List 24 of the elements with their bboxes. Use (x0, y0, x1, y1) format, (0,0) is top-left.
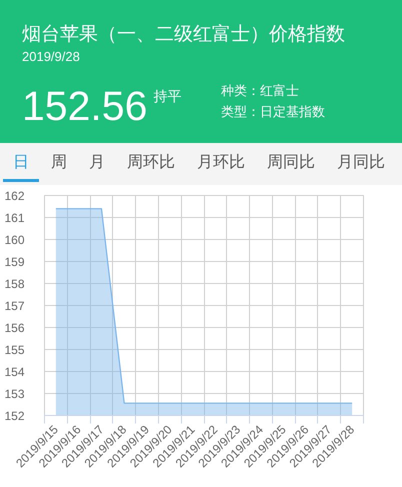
text: 类型：日定基指数 (221, 104, 325, 120)
text: 月环比 (196, 152, 246, 173)
text: 日 (3, 143, 39, 182)
y-tick-label: 154 (4, 365, 25, 379)
y-tick-label: 152 (4, 409, 25, 423)
text: 持平 (153, 88, 182, 104)
y-tick-label: 160 (4, 233, 25, 247)
chart-subtitle: 2019/9/28 (22, 49, 80, 65)
text: 周同比 (266, 152, 316, 173)
y-tick-label: 162 (4, 189, 25, 203)
y-tick-label: 161 (4, 211, 25, 225)
text: 周 (50, 153, 68, 173)
text: 月同比 (336, 152, 386, 173)
y-tick-label: 155 (4, 343, 25, 357)
text: 152.56 (22, 83, 148, 129)
y-tick-label: 159 (4, 255, 25, 269)
text: 周环比 (126, 152, 176, 173)
y-tick-label: 156 (4, 321, 25, 335)
text: 月 (88, 153, 106, 173)
y-tick-label: 157 (4, 299, 25, 313)
text: 种类：红富士 (221, 83, 299, 99)
chart-title: 烟台苹果（一、二级红富士）价格指数 (22, 23, 345, 47)
y-tick-label: 158 (4, 277, 25, 291)
y-tick-label: 153 (4, 387, 25, 401)
